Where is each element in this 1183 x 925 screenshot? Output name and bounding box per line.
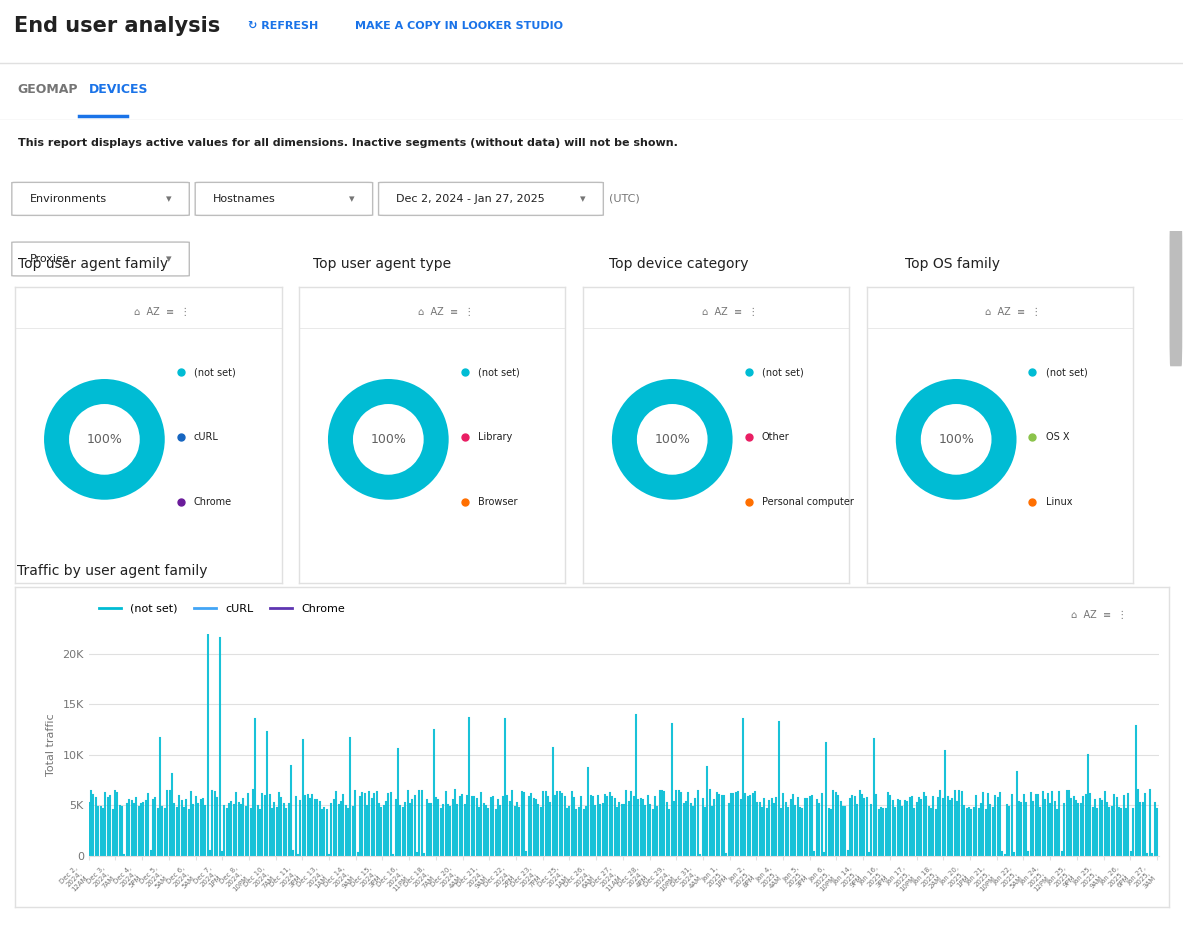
Text: Library: Library	[478, 432, 512, 442]
Text: 100%: 100%	[938, 433, 974, 446]
Text: Chrome: Chrome	[194, 497, 232, 507]
Text: Hostnames: Hostnames	[213, 194, 276, 204]
Text: Linux: Linux	[1046, 497, 1072, 507]
Text: Top user agent family: Top user agent family	[18, 256, 168, 271]
Text: (not set): (not set)	[194, 367, 235, 377]
Text: 100%: 100%	[654, 433, 690, 446]
Text: (UTC): (UTC)	[609, 194, 640, 204]
FancyBboxPatch shape	[195, 182, 373, 216]
Text: DEVICES: DEVICES	[89, 83, 148, 96]
Text: Proxies: Proxies	[30, 254, 69, 264]
Y-axis label: Total traffic: Total traffic	[45, 713, 56, 776]
Text: End user analysis: End user analysis	[14, 16, 220, 36]
Text: 100%: 100%	[370, 433, 406, 446]
Text: ⌂  AZ  ≡  ⋮: ⌂ AZ ≡ ⋮	[134, 307, 189, 317]
Text: ⌂  AZ  ≡  ⋮: ⌂ AZ ≡ ⋮	[985, 307, 1041, 317]
Text: GEOMAP: GEOMAP	[18, 83, 78, 96]
Text: Dec 2, 2024 - Jan 27, 2025: Dec 2, 2024 - Jan 27, 2025	[396, 194, 545, 204]
Text: OS X: OS X	[1046, 432, 1069, 442]
Wedge shape	[894, 377, 1017, 501]
FancyBboxPatch shape	[12, 242, 189, 276]
Text: ▾: ▾	[166, 254, 172, 264]
Wedge shape	[327, 377, 450, 501]
Text: Browser: Browser	[478, 497, 517, 507]
Text: This report displays active values for all dimensions. Inactive segments (withou: This report displays active values for a…	[18, 139, 678, 148]
Text: ▾: ▾	[580, 194, 586, 204]
Text: ⌂  AZ  ≡  ⋮: ⌂ AZ ≡ ⋮	[1071, 610, 1127, 620]
Text: ▾: ▾	[166, 194, 172, 204]
FancyBboxPatch shape	[12, 182, 189, 216]
Text: Top device category: Top device category	[609, 256, 749, 271]
Text: Traffic by user agent family: Traffic by user agent family	[17, 564, 207, 578]
Text: MAKE A COPY IN LOOKER STUDIO: MAKE A COPY IN LOOKER STUDIO	[355, 21, 563, 31]
FancyBboxPatch shape	[379, 182, 603, 216]
FancyBboxPatch shape	[1170, 217, 1182, 366]
Text: (not set): (not set)	[478, 367, 519, 377]
Text: Top OS family: Top OS family	[905, 256, 1000, 271]
Wedge shape	[610, 377, 733, 501]
Text: 100%: 100%	[86, 433, 122, 446]
Text: (not set): (not set)	[1046, 367, 1087, 377]
Wedge shape	[43, 377, 166, 501]
Text: Other: Other	[762, 432, 789, 442]
Text: cURL: cURL	[194, 432, 219, 442]
Text: ⌂  AZ  ≡  ⋮: ⌂ AZ ≡ ⋮	[702, 307, 757, 317]
Text: (not set): (not set)	[762, 367, 803, 377]
Text: Environments: Environments	[30, 194, 106, 204]
Text: ▾: ▾	[349, 194, 355, 204]
Text: ⌂  AZ  ≡  ⋮: ⌂ AZ ≡ ⋮	[418, 307, 473, 317]
Text: ↻ REFRESH: ↻ REFRESH	[248, 21, 318, 31]
Text: Top user agent type: Top user agent type	[313, 256, 452, 271]
Text: Personal computer: Personal computer	[762, 497, 854, 507]
Legend: (not set), cURL, Chrome: (not set), cURL, Chrome	[95, 599, 349, 618]
